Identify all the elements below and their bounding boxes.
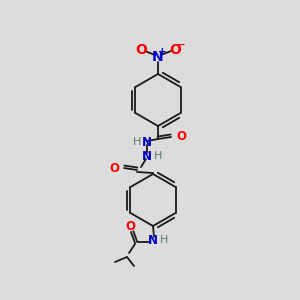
Text: H: H (133, 137, 141, 147)
Text: N: N (148, 233, 158, 247)
Text: O: O (109, 161, 119, 175)
Text: N: N (152, 50, 164, 64)
Text: H: H (154, 151, 162, 161)
Text: −: − (177, 40, 185, 50)
Text: O: O (125, 220, 135, 233)
Text: N: N (142, 149, 152, 163)
Text: N: N (142, 136, 152, 148)
Text: O: O (169, 43, 181, 57)
Text: +: + (158, 47, 167, 57)
Text: O: O (176, 130, 186, 143)
Text: O: O (135, 43, 147, 57)
Text: H: H (160, 235, 168, 245)
